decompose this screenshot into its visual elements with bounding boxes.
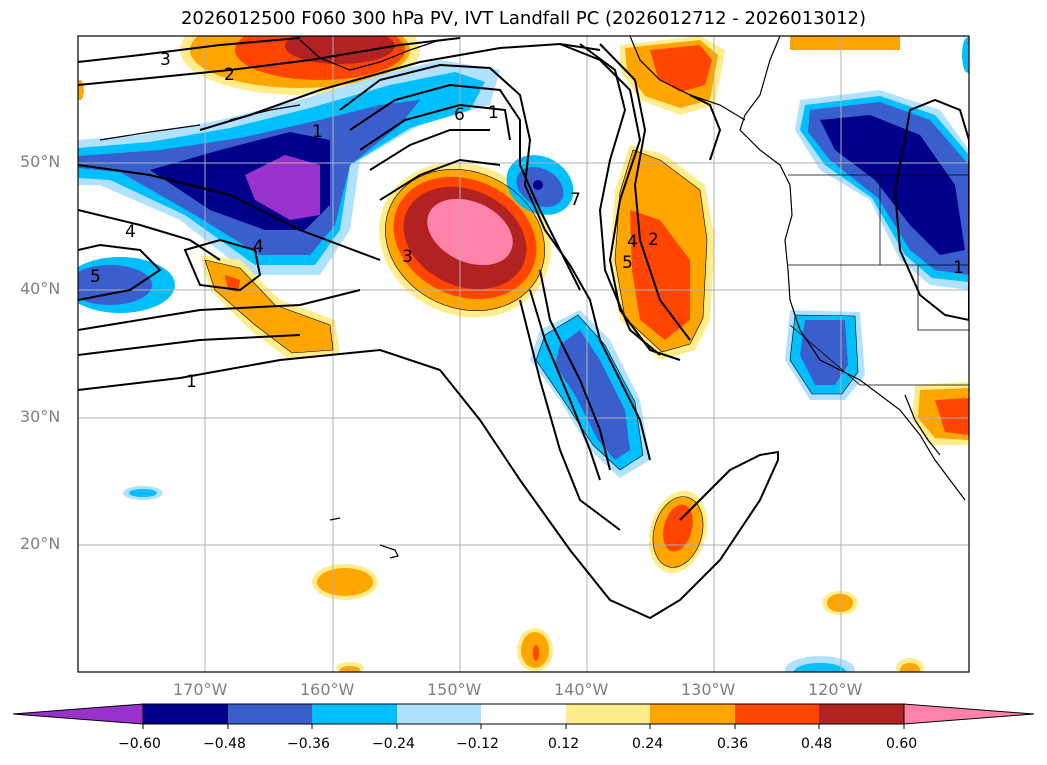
contour-label: 1 <box>953 258 964 278</box>
lon-label: 140°W <box>554 680 609 699</box>
contour-label: 2 <box>648 230 659 250</box>
colorbar-tick-label: −0.24 <box>372 736 415 752</box>
pv-anomaly-fill <box>78 36 969 672</box>
small-positive-blob-2-inner <box>533 645 539 661</box>
small-positive-blob-5-core <box>340 666 360 672</box>
lon-label: 120°W <box>808 680 863 699</box>
lon-label: 150°W <box>427 680 482 699</box>
colorbar-bin <box>143 704 228 724</box>
colorbar-tick-label: 0.48 <box>801 736 833 752</box>
contour-label: 1 <box>488 103 499 123</box>
political-borders <box>788 174 969 386</box>
top-right-positive-strip <box>790 36 900 50</box>
map-frame <box>77 35 970 673</box>
lon-label: 160°W <box>300 680 355 699</box>
central-positive-anomaly <box>379 162 551 318</box>
contour-label: 3 <box>160 50 171 70</box>
contour-label: 1 <box>312 122 323 142</box>
panhandle-positive-blob <box>620 36 725 115</box>
colorbar-tick-label: −0.48 <box>203 736 246 752</box>
contour-label: 3 <box>402 247 413 267</box>
colorbar-bin <box>481 704 566 724</box>
colorbar-tick-label: −0.36 <box>287 736 330 752</box>
contour-label: 4 <box>253 237 264 257</box>
lat-label: 50°N <box>20 152 61 171</box>
colorbar-bin <box>397 704 481 724</box>
edge-positive-blob <box>78 80 84 100</box>
south-positive-blob <box>648 490 708 574</box>
small-positive-blob-1-core <box>317 568 373 596</box>
baja-positive-blob <box>912 382 969 445</box>
colorbar-tick-label: 0.60 <box>886 736 918 752</box>
colorbar-tick-label: 0.24 <box>632 736 664 752</box>
colorbar-bin <box>819 704 904 724</box>
lat-label: 40°N <box>20 279 61 298</box>
pv-contours <box>78 37 969 620</box>
northeast-negative-anomaly <box>795 90 969 290</box>
lon-label: 130°W <box>681 680 736 699</box>
contour-label: 5 <box>622 253 633 273</box>
contour-label: 5 <box>90 267 101 287</box>
small-positive-blob-4-core <box>900 663 920 672</box>
colorbar-tick-label: −0.60 <box>118 736 161 752</box>
fill-outlines <box>204 149 859 568</box>
colorbar-bin <box>566 704 650 724</box>
colorbar-tick-label: 0.36 <box>717 736 749 752</box>
contour-label: 6 <box>454 105 465 125</box>
contour-label: 2 <box>224 65 235 85</box>
small-negative-blob-1-core <box>129 489 157 497</box>
lon-label: 170°W <box>173 680 228 699</box>
colorbar-bin <box>228 704 312 724</box>
lat-label: 30°N <box>20 407 61 426</box>
colorbar-tick-label: −0.12 <box>456 736 499 752</box>
coastlines <box>99 36 966 559</box>
colorbar-tick-label: 0.12 <box>548 736 580 752</box>
map-title: 2026012500 F060 300 hPa PV, IVT Landfall… <box>180 8 867 29</box>
north-pacific-negative-band <box>78 60 500 275</box>
trough-negative-anomaly <box>530 310 650 478</box>
contour-label-group: 3 2 1 1 6 1 7 4 4 5 3 4 2 5 1 <box>90 50 964 392</box>
edge-negative-blob <box>962 37 969 73</box>
west-negative-blob <box>78 257 175 313</box>
small-negative-blob-2-core <box>794 663 846 672</box>
contour-label: 1 <box>186 372 197 392</box>
lat-label: 20°N <box>20 534 61 553</box>
colorbar-frame <box>142 703 905 725</box>
colorbar-bin <box>312 704 397 724</box>
colorbar-extend-min <box>12 703 144 725</box>
colorbar-bin <box>735 704 819 724</box>
small-positive-blob-3-core <box>827 594 853 612</box>
contour-label: 7 <box>570 190 581 210</box>
contour-label: 4 <box>125 222 136 242</box>
colorbar-extend-max <box>903 703 1035 725</box>
colorbar-bin <box>650 704 735 724</box>
colorbar <box>12 703 1035 729</box>
contour-label: 4 <box>627 232 638 252</box>
